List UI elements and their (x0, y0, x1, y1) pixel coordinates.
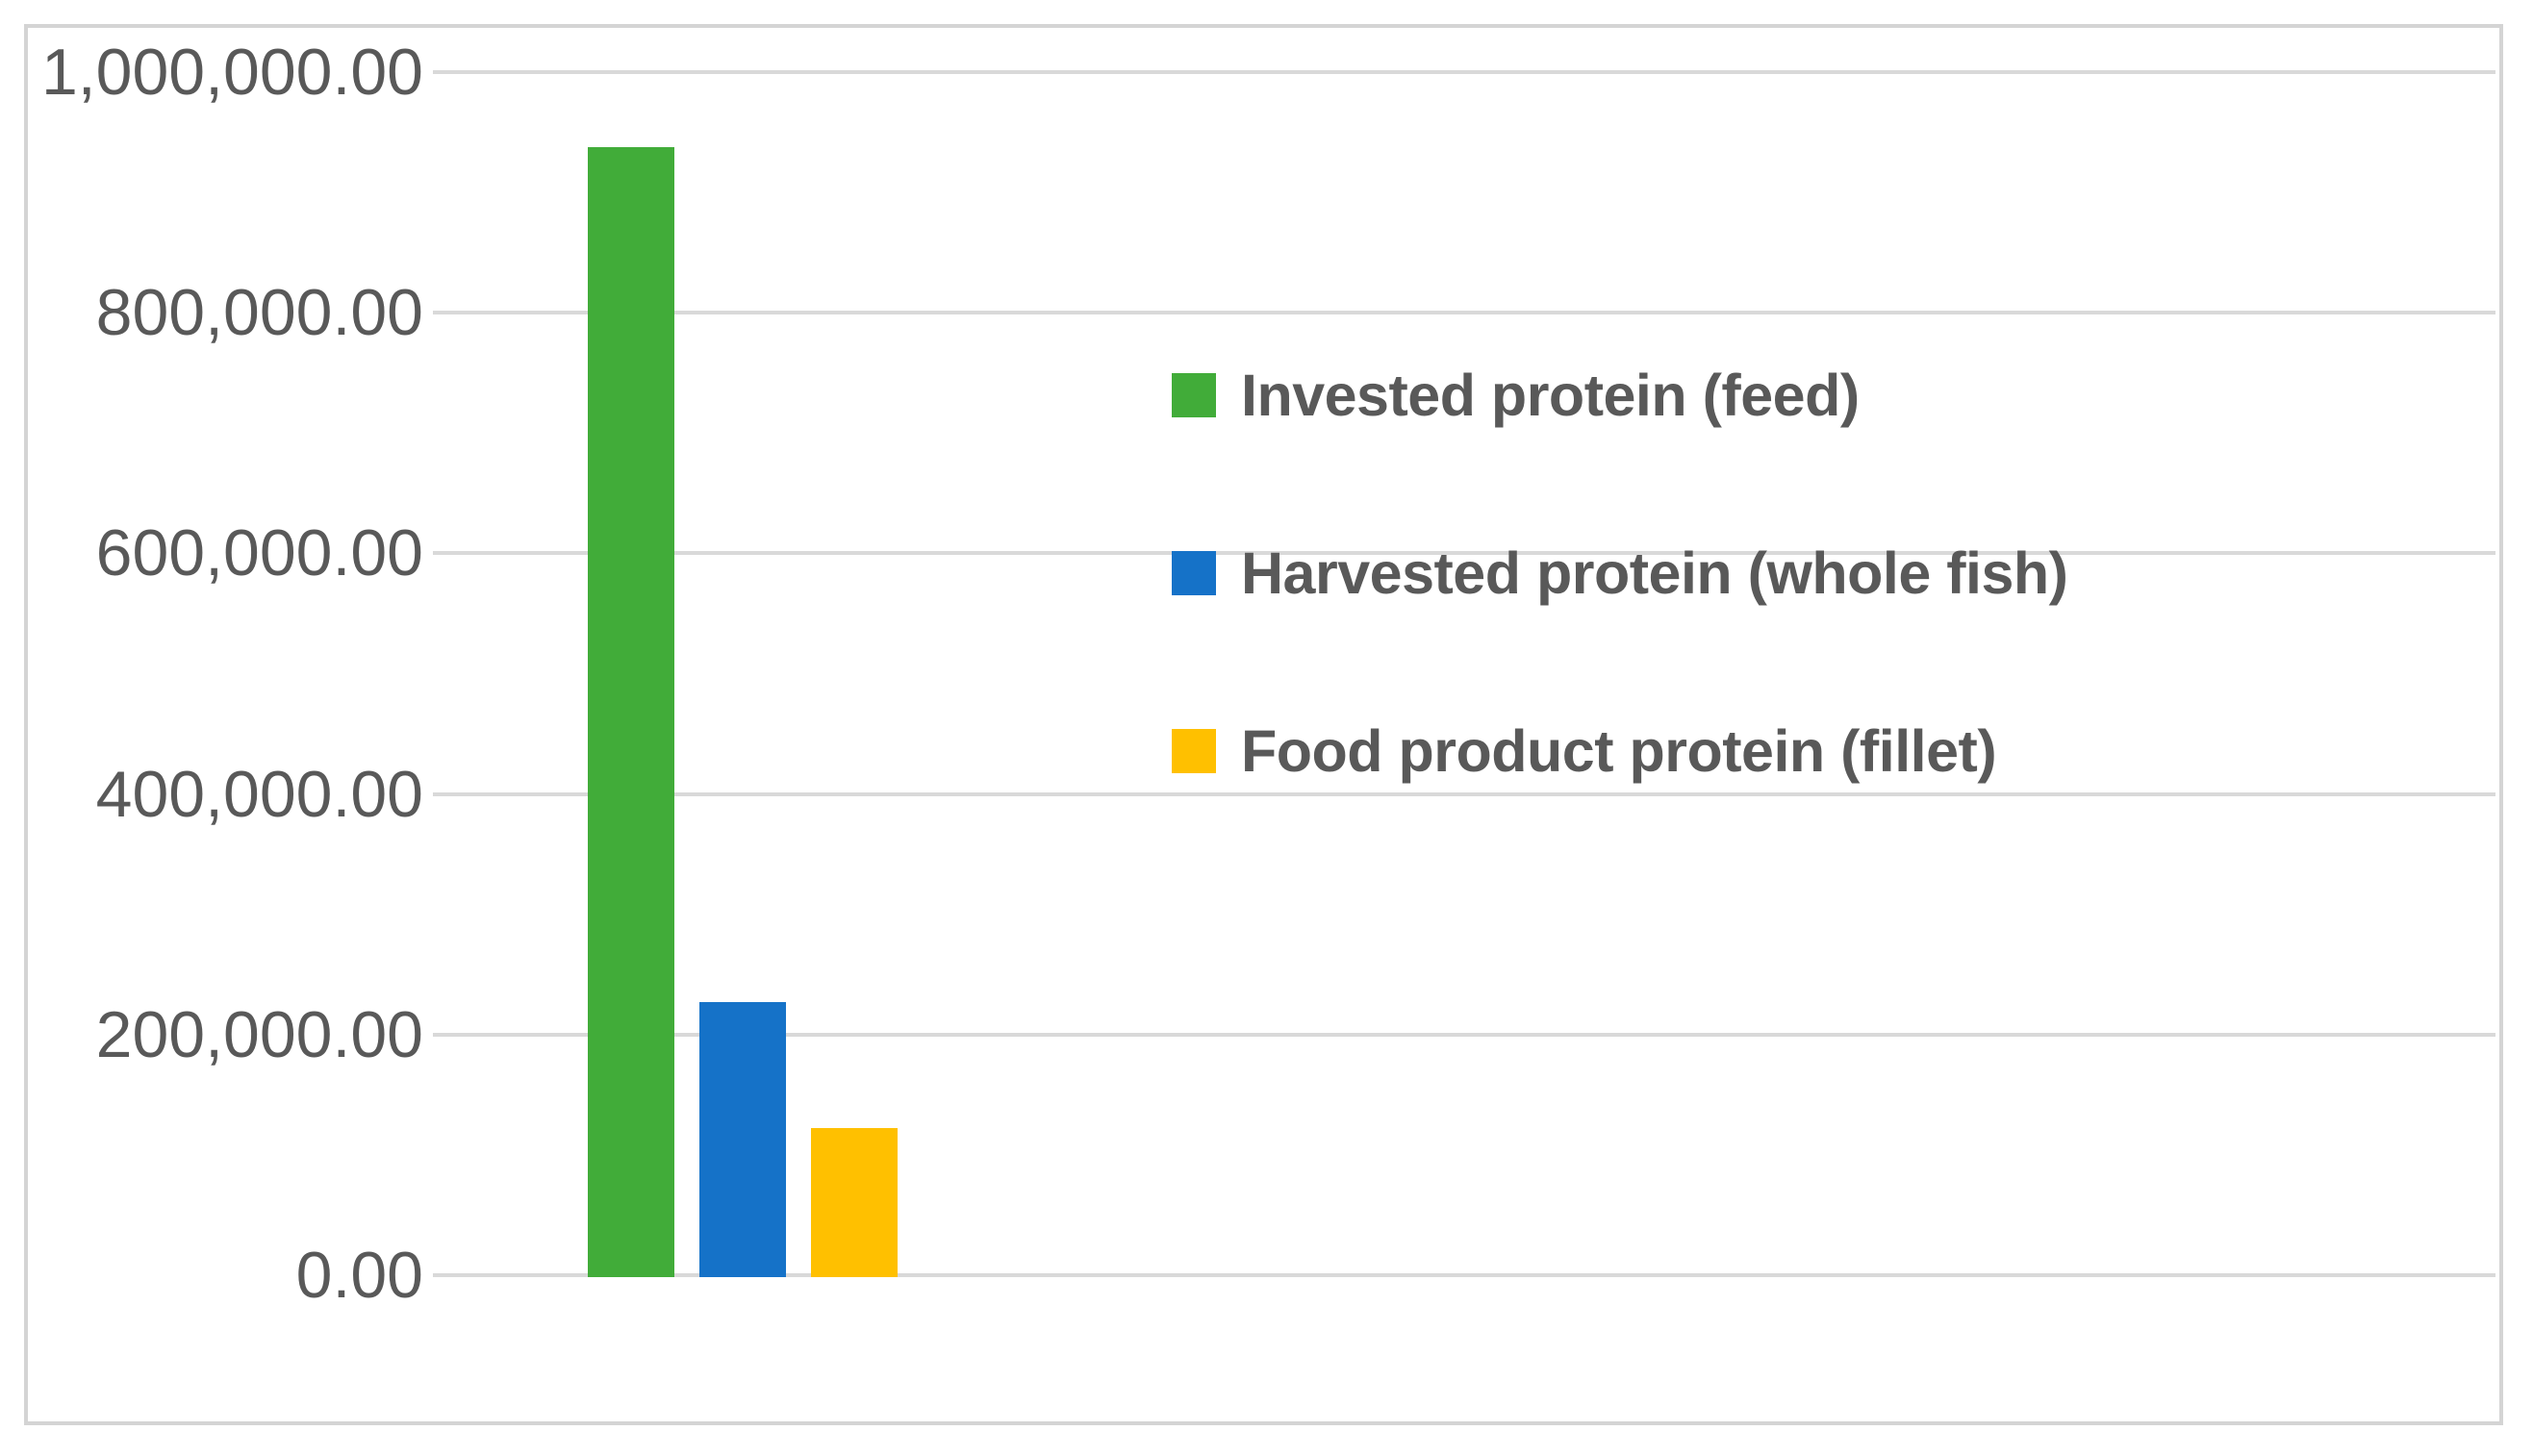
legend-color-swatch-harvested-protein-whole-fish (1172, 551, 1216, 595)
bar-invested-protein-feed (588, 146, 674, 1277)
legend-label-food-product-protein-fillet: Food product protein (fillet) (1241, 718, 1997, 784)
y-axis-tick-label: 400,000.00 (95, 757, 423, 831)
gridline-1000000 (433, 70, 2495, 74)
gridline-400000 (433, 791, 2495, 796)
legend-label-harvested-protein-whole-fish: Harvested protein (whole fish) (1241, 540, 2068, 606)
y-axis-tick-label: 800,000.00 (95, 276, 423, 350)
legend-color-swatch-food-product-protein-fillet (1172, 729, 1216, 773)
gridline-200000 (433, 1032, 2495, 1037)
y-axis-tick-label: 0.00 (295, 1239, 423, 1312)
gridline-600000 (433, 551, 2495, 556)
bar-harvested-protein-whole-fish (699, 1002, 786, 1277)
chart-frame (24, 24, 2503, 1425)
y-axis-tick-label: 200,000.00 (95, 997, 423, 1071)
gridline-0 (433, 1273, 2495, 1277)
y-axis-tick-label: 600,000.00 (95, 516, 423, 590)
y-axis-tick-label: 1,000,000.00 (40, 36, 423, 109)
gridline-800000 (433, 311, 2495, 315)
bar-food-product-protein-fillet (811, 1128, 898, 1277)
legend-color-swatch-invested-protein-feed (1172, 373, 1216, 417)
legend-label-invested-protein-feed: Invested protein (feed) (1241, 363, 1860, 428)
